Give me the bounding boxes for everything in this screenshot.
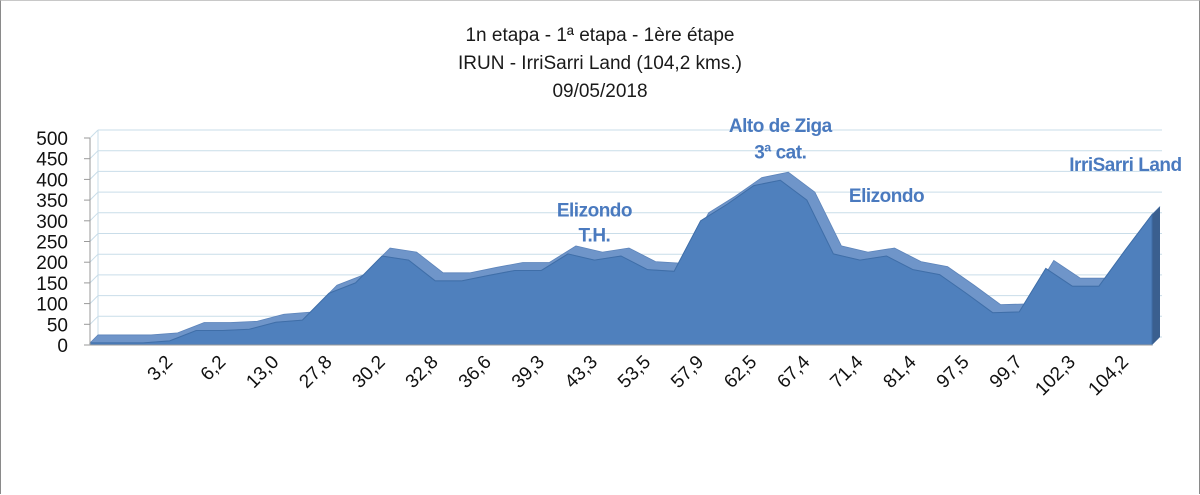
- x-tick-label: 53,5: [614, 352, 655, 393]
- annotation-label: Elizondo: [849, 186, 924, 207]
- y-tick-label: 50: [47, 315, 68, 336]
- x-axis: 3,2 6,2 13,0 27,8 30,2 32,8 36,6 39,3 43,3 53,5 57…: [90, 344, 1152, 400]
- annotation-label: Alto de Ziga: [729, 116, 833, 137]
- annotation-label: T.H.: [579, 226, 611, 247]
- y-tick-label: 0: [57, 336, 68, 357]
- y-tick-label: 250: [36, 233, 68, 254]
- x-tick-label: 30,2: [349, 352, 390, 393]
- grid-diagonal: [89, 212, 99, 222]
- x-tick-label: 67,4: [773, 351, 814, 392]
- y-tick-label: 100: [36, 295, 68, 316]
- grid-diagonal: [89, 253, 99, 263]
- x-tick-label: 97,5: [933, 352, 974, 393]
- grid-diagonal: [89, 129, 99, 139]
- x-tick-label: 43,3: [561, 352, 602, 393]
- x-tick-label: 99,7: [986, 352, 1027, 393]
- x-tick-label: 6,2: [197, 352, 231, 386]
- grid-diagonal: [89, 315, 99, 325]
- y-tick-label: 150: [36, 274, 68, 295]
- y-tick-label: 400: [36, 170, 68, 191]
- x-tick-label: 32,8: [402, 352, 443, 393]
- area-series: [89, 179, 1153, 346]
- area-side-face: [1152, 206, 1160, 345]
- grid-diagonal: [89, 233, 99, 242]
- title-line-1: 1n etapa - 1ª etapa - 1ère étape: [465, 25, 735, 46]
- annotation-label: IrriSarri Land: [1069, 155, 1181, 176]
- x-tick-label: 39,3: [508, 352, 549, 393]
- grid-diagonal: [89, 274, 99, 284]
- annotation-label: Elizondo: [557, 201, 632, 222]
- grid-diagonal: [89, 171, 99, 180]
- grid-diagonal: [89, 295, 99, 304]
- x-tick-label: 3,2: [144, 352, 178, 386]
- y-tick-label: 200: [36, 253, 68, 274]
- x-tick-label: 27,8: [295, 352, 336, 393]
- title-line-2: IRUN - IrriSarri Land (104,2 kms.): [457, 53, 742, 74]
- x-tick-label: 62,5: [720, 352, 761, 393]
- grid-diagonal: [89, 191, 99, 201]
- elevation-area: [89, 171, 1161, 346]
- grid-diagonal: [89, 150, 99, 160]
- chart-title: 1n etapa - 1ª etapa - 1ère étape IRUN - …: [0, 22, 1200, 106]
- x-tick-label: 57,9: [667, 352, 708, 393]
- title-line-3: 09/05/2018: [552, 81, 648, 102]
- x-tick-label: 13,0: [242, 352, 283, 393]
- x-tick-label: 36,6: [455, 352, 496, 393]
- annotation-label: 3ª cat.: [754, 143, 806, 164]
- x-tick-label: 81,4: [880, 351, 921, 392]
- x-tick-label: 102,3: [1031, 352, 1079, 400]
- y-tick-label: 300: [36, 212, 68, 233]
- y-tick-label: 450: [36, 150, 68, 171]
- y-tick-label: 350: [36, 191, 68, 212]
- x-tick-label: 71,4: [826, 351, 867, 392]
- y-tick-label: 500: [36, 129, 68, 150]
- annotations: Elizondo T.H. Alto de Ziga 3ª cat. Elizondo I…: [557, 116, 1182, 247]
- x-tick-label: 104,2: [1085, 352, 1133, 400]
